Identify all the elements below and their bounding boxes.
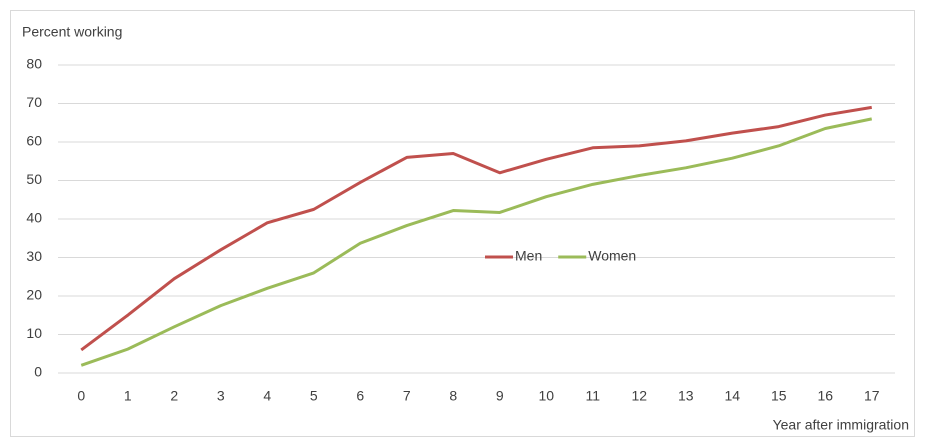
y-tick-label: 30 <box>26 248 42 264</box>
x-tick-label: 16 <box>817 388 833 404</box>
line-series <box>80 117 873 367</box>
y-tick-label: 40 <box>26 210 42 226</box>
x-tick-label: 15 <box>771 388 787 404</box>
x-axis-label: Year after immigration <box>773 417 909 433</box>
x-tick-label: 9 <box>496 388 504 404</box>
x-tick-label: 12 <box>631 388 647 404</box>
y-tick-label: 50 <box>26 171 42 187</box>
x-tick-label: 4 <box>263 388 271 404</box>
x-tick-label: 5 <box>310 388 318 404</box>
x-tick-label: 8 <box>449 388 457 404</box>
y-tick-label: 80 <box>26 56 42 72</box>
x-tick-label: 7 <box>403 388 411 404</box>
x-tick-label: 2 <box>170 388 178 404</box>
x-tick-label: 13 <box>678 388 694 404</box>
y-tick-label: 0 <box>34 364 42 380</box>
x-tick-label: 11 <box>585 388 600 404</box>
y-tick-label: 10 <box>26 325 42 341</box>
line-series <box>80 105 872 352</box>
y-tick-label: 60 <box>26 133 42 149</box>
legend-label: Women <box>588 248 636 264</box>
x-tick-label: 10 <box>538 388 554 404</box>
chart-border <box>10 10 915 437</box>
y-axis-label: Percent working <box>22 24 122 40</box>
x-tick-label: 14 <box>724 388 740 404</box>
y-tick-label: 20 <box>26 287 42 303</box>
x-tick-label: 3 <box>217 388 225 404</box>
x-tick-label: 0 <box>77 388 85 404</box>
y-tick-label: 70 <box>26 94 42 110</box>
x-tick-label: 17 <box>864 388 880 404</box>
x-tick-label: 6 <box>356 388 364 404</box>
legend-label: Men <box>515 248 542 264</box>
x-tick-label: 1 <box>124 388 132 404</box>
